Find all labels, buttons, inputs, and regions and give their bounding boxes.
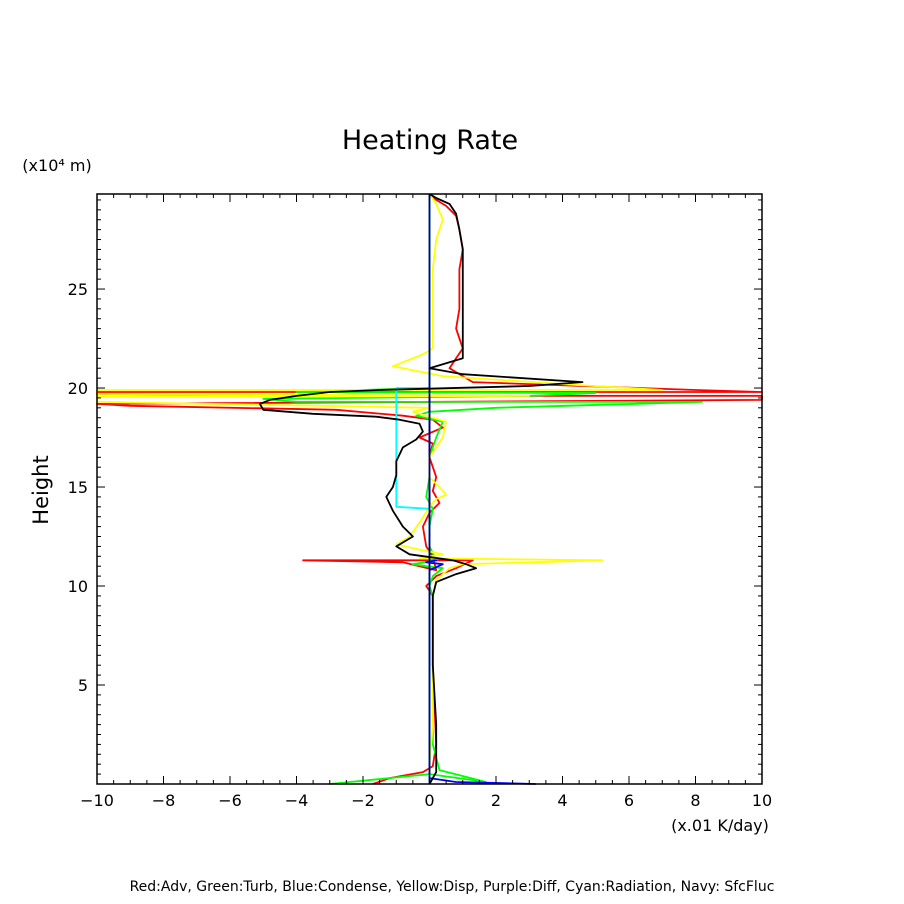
- tick-layer: −10 −8 −6 −4 −2 0 2 4 6 8 10 5 10 15 20 25: [68, 194, 772, 810]
- series-line-blue: [425, 194, 536, 785]
- series-line-cyan: [395, 194, 431, 784]
- x-tick-label: 10: [752, 791, 772, 810]
- x-tick-label: 6: [624, 791, 634, 810]
- series-line-green: [262, 194, 703, 785]
- x-tick-label: 0: [424, 791, 434, 810]
- x-tick-label: 8: [690, 791, 700, 810]
- x-tick-label: −6: [218, 791, 242, 810]
- y-axis-label: Height: [29, 455, 53, 524]
- series-layer: [96, 193, 763, 785]
- x-tick-label: −2: [351, 791, 375, 810]
- y-tick-label: 15: [68, 478, 88, 497]
- y-tick-label: 25: [68, 280, 88, 299]
- y-tick-label: 10: [68, 577, 88, 596]
- series-line-yellow: [96, 193, 664, 784]
- series-line-red: [96, 193, 763, 785]
- x-tick-label: −10: [80, 791, 114, 810]
- x-tick-label: −4: [285, 791, 309, 810]
- x-tick-label: 2: [491, 791, 501, 810]
- series-line-unlabeled-6: [258, 193, 584, 785]
- chart-title: Heating Rate: [342, 125, 518, 156]
- legend-caption: Red:Adv, Green:Turb, Blue:Condense, Yell…: [130, 879, 775, 895]
- y-tick-label: 20: [68, 379, 88, 398]
- y-tick-label: 5: [78, 676, 88, 695]
- x-tick-label: 4: [557, 791, 567, 810]
- x-axis-label: (x.01 K/day): [671, 816, 769, 835]
- x-tick-label: −8: [152, 791, 176, 810]
- plot-frame: [96, 193, 763, 785]
- y-axis-unit: (x10⁴ m): [22, 156, 91, 175]
